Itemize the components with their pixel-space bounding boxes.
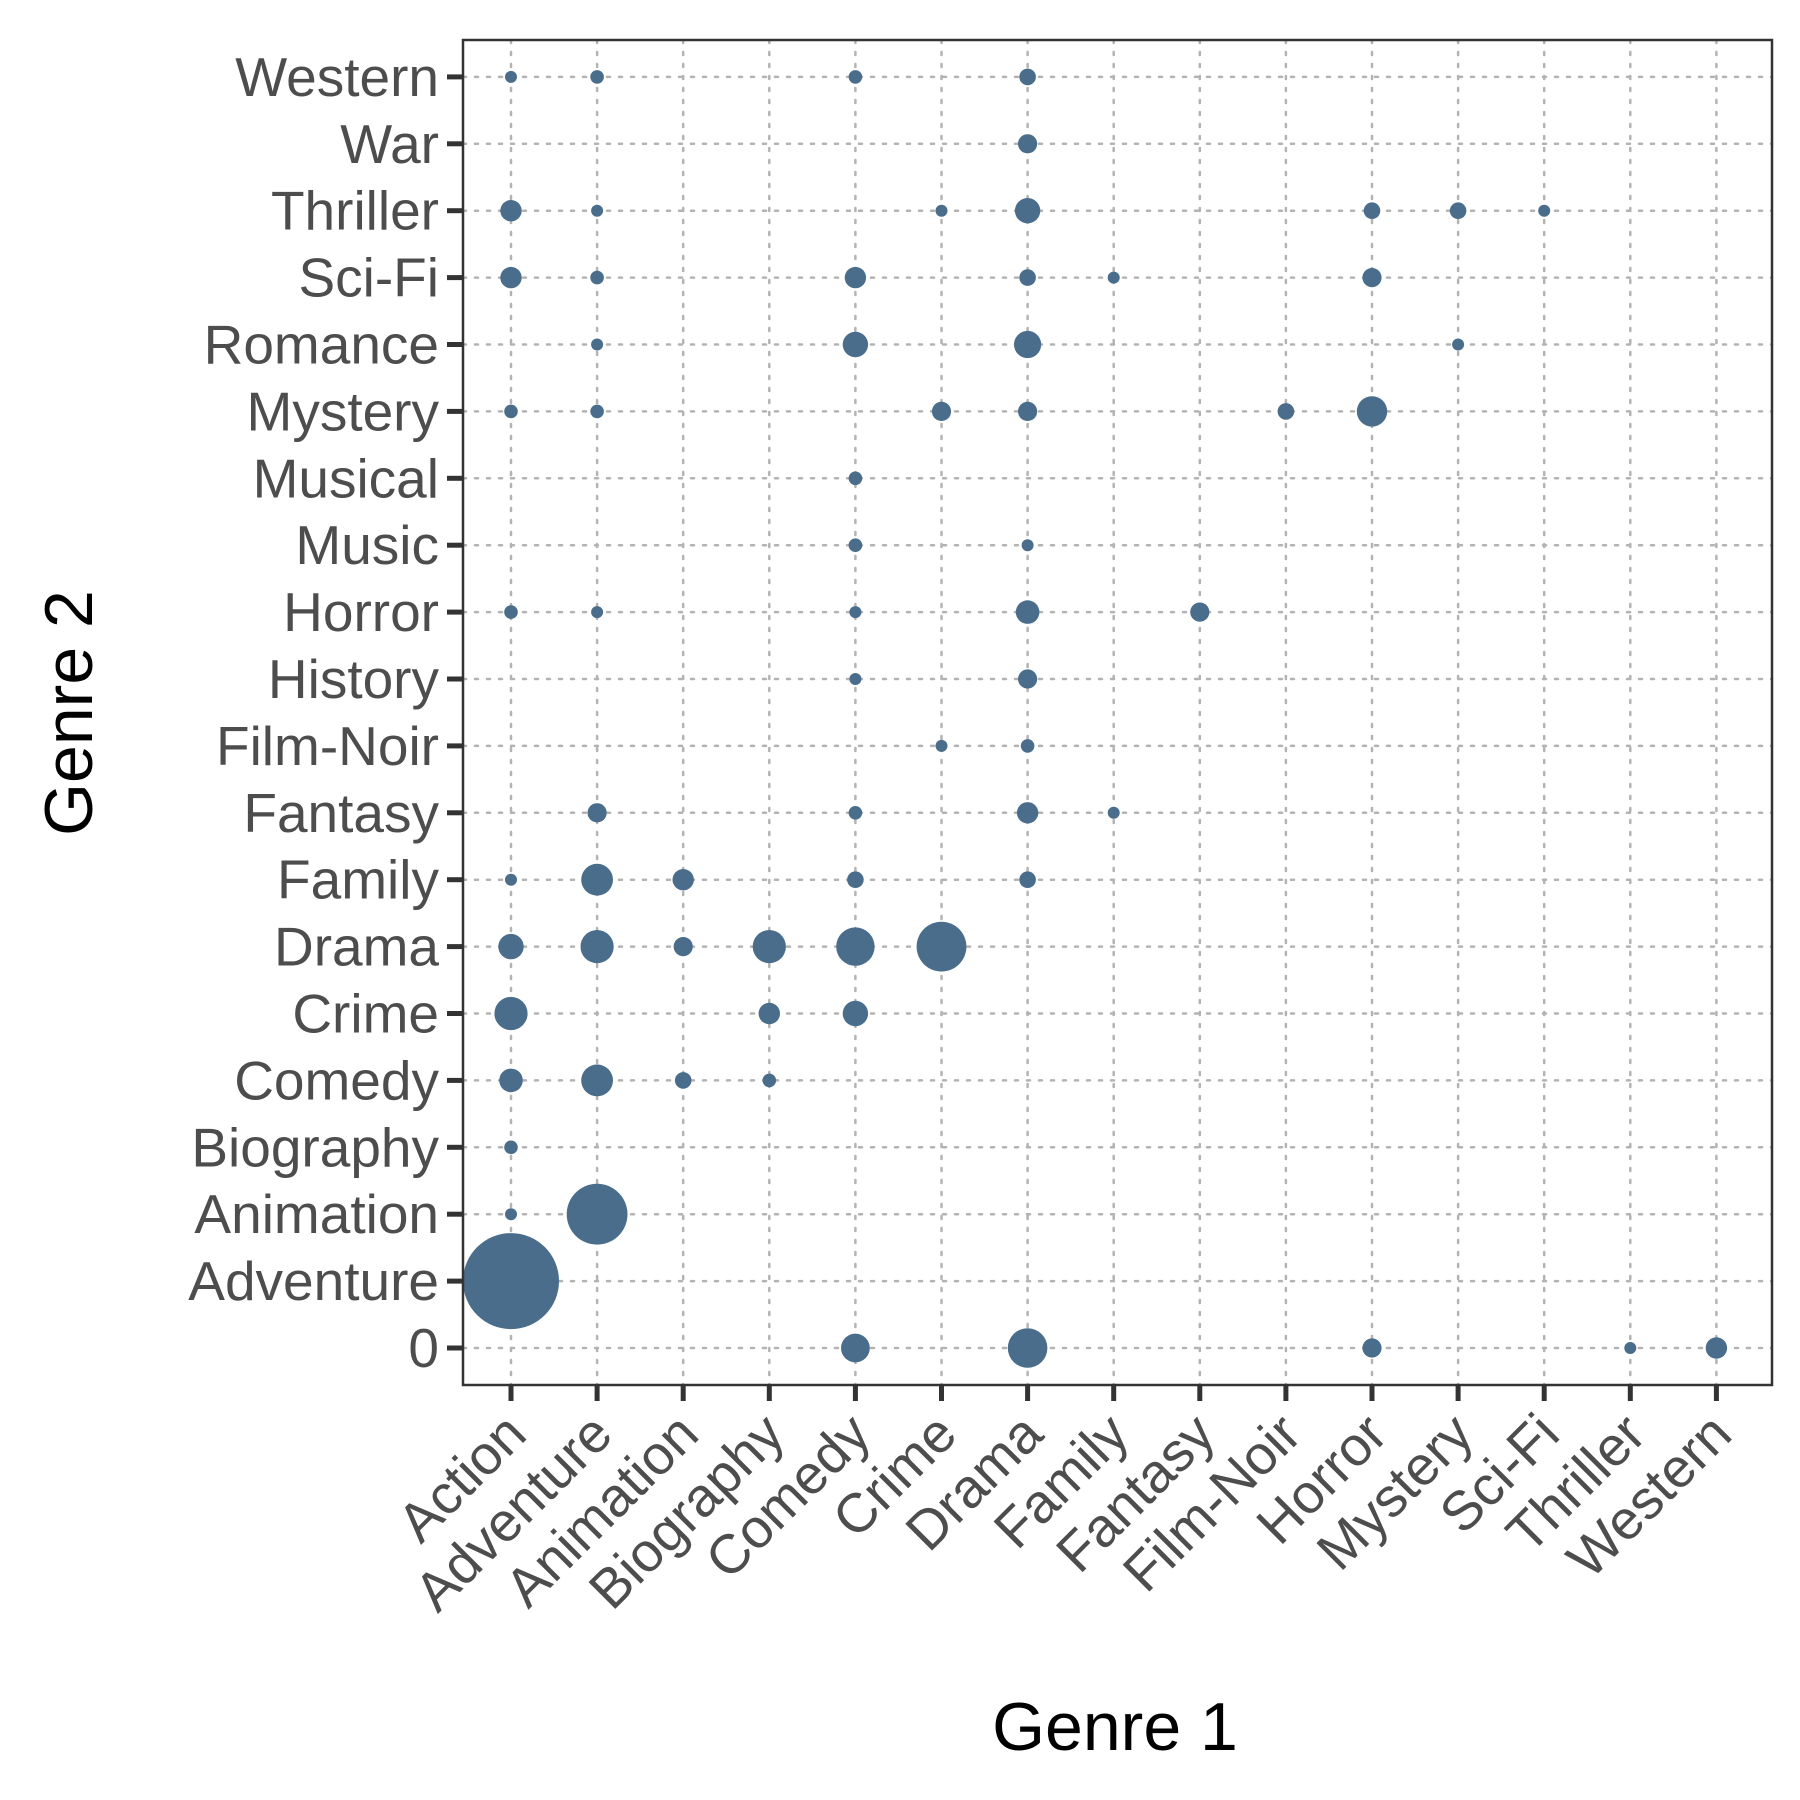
point-comedy-sci-fi <box>844 266 867 289</box>
point-adventure-romance <box>591 338 604 351</box>
point-crime-drama <box>916 921 967 972</box>
point-mystery-thriller <box>1449 202 1467 219</box>
point-drama-music <box>1021 539 1034 552</box>
point-adventure-mystery <box>590 404 604 419</box>
point-action-sci-fi <box>500 266 522 289</box>
point-drama-war <box>1018 134 1038 154</box>
point-drama-romance <box>1014 330 1042 359</box>
y-tick-label-romance: Romance <box>204 314 439 376</box>
point-comedy-fantasy <box>848 806 863 820</box>
point-biography-drama <box>752 930 786 964</box>
point-comedy-musical <box>848 471 863 486</box>
x-axis-ticks: ActionAdventureAnimationBiographyComedyC… <box>386 1386 1743 1623</box>
point-thriller-0 <box>1624 1342 1637 1354</box>
point-film-noir-mystery <box>1277 403 1295 420</box>
y-tick-label-mystery: Mystery <box>247 380 440 442</box>
point-animation-comedy <box>674 1072 692 1089</box>
point-comedy-horror <box>849 606 862 619</box>
y-tick-label-comedy: Comedy <box>234 1049 439 1111</box>
y-tick-label-history: History <box>268 648 440 710</box>
point-comedy-music <box>848 538 863 552</box>
point-drama-western <box>1019 68 1036 86</box>
point-comedy-family <box>847 871 864 888</box>
point-action-adventure <box>463 1233 559 1330</box>
point-fantasy-horror <box>1190 602 1210 622</box>
point-drama-sci-fi <box>1019 269 1036 286</box>
point-action-crime <box>494 996 528 1031</box>
point-adventure-fantasy <box>587 803 607 823</box>
point-drama-horror <box>1015 600 1040 624</box>
point-drama-0 <box>1007 1328 1048 1368</box>
y-tick-label-western: Western <box>235 46 439 108</box>
point-adventure-western <box>590 70 604 84</box>
point-adventure-family <box>581 863 613 896</box>
point-horror-thriller <box>1363 202 1381 219</box>
y-tick-label-fantasy: Fantasy <box>243 782 439 844</box>
y-tick-label-musical: Musical <box>253 447 439 509</box>
point-family-fantasy <box>1107 806 1120 819</box>
point-adventure-sci-fi <box>590 270 604 285</box>
point-animation-family <box>672 869 694 891</box>
y-tick-label-film-noir: Film-Noir <box>216 715 439 777</box>
point-action-western <box>505 70 517 83</box>
point-action-mystery <box>504 404 518 419</box>
y-tick-label-thriller: Thriller <box>271 180 439 242</box>
point-family-sci-fi <box>1107 271 1120 284</box>
point-sci-fi-thriller <box>1538 204 1551 217</box>
point-drama-family <box>1019 871 1036 888</box>
point-action-drama <box>498 933 524 960</box>
point-adventure-horror <box>591 606 604 619</box>
y-tick-label-music: Music <box>295 514 439 576</box>
point-action-animation <box>505 1208 517 1221</box>
point-action-biography <box>504 1140 518 1155</box>
point-crime-thriller <box>935 204 948 217</box>
point-adventure-comedy <box>581 1064 613 1097</box>
y-tick-label-adventure: Adventure <box>188 1250 439 1312</box>
point-action-thriller <box>500 200 522 222</box>
point-horror-mystery <box>1356 396 1388 427</box>
point-biography-crime <box>758 1002 780 1025</box>
point-drama-history <box>1018 669 1038 689</box>
point-comedy-romance <box>842 331 869 358</box>
point-comedy-history <box>849 673 862 685</box>
point-comedy-western <box>848 70 863 84</box>
point-crime-film-noir <box>935 739 948 752</box>
y-axis-ticks: 0AdventureAnimationBiographyComedyCrimeD… <box>188 46 462 1379</box>
point-drama-thriller <box>1014 198 1041 224</box>
y-tick-label-sci-fi: Sci-Fi <box>298 247 439 309</box>
x-axis-title: Genre 1 <box>992 1689 1238 1765</box>
y-tick-label-family: Family <box>277 849 439 911</box>
y-tick-label-war: War <box>340 113 439 175</box>
point-animation-drama <box>673 937 693 957</box>
point-western-0 <box>1705 1337 1728 1359</box>
point-comedy-0 <box>841 1333 870 1363</box>
point-drama-fantasy <box>1016 802 1039 824</box>
point-crime-mystery <box>931 401 952 421</box>
point-drama-mystery <box>1018 401 1038 421</box>
point-horror-0 <box>1362 1338 1382 1358</box>
point-action-family <box>505 873 517 886</box>
point-adventure-thriller <box>591 204 604 217</box>
y-tick-label-0: 0 <box>408 1317 439 1379</box>
y-axis-title: Genre 2 <box>31 590 107 836</box>
point-adventure-drama <box>580 930 614 964</box>
point-drama-film-noir <box>1020 739 1035 753</box>
y-tick-label-drama: Drama <box>274 916 439 978</box>
point-comedy-drama <box>836 927 875 966</box>
y-tick-label-animation: Animation <box>194 1183 439 1245</box>
y-tick-label-horror: Horror <box>283 581 439 643</box>
point-horror-sci-fi <box>1362 268 1382 288</box>
point-action-comedy <box>499 1068 523 1093</box>
point-mystery-romance <box>1452 338 1465 351</box>
point-action-horror <box>504 605 518 619</box>
data-points <box>463 68 1728 1368</box>
point-adventure-animation <box>566 1183 628 1245</box>
y-tick-label-biography: Biography <box>191 1116 439 1178</box>
grid-lines <box>461 38 1774 1387</box>
y-tick-label-crime: Crime <box>292 983 439 1045</box>
point-biography-comedy <box>762 1073 777 1088</box>
plot-panel-border <box>461 38 1774 1387</box>
point-comedy-crime <box>842 1000 869 1027</box>
